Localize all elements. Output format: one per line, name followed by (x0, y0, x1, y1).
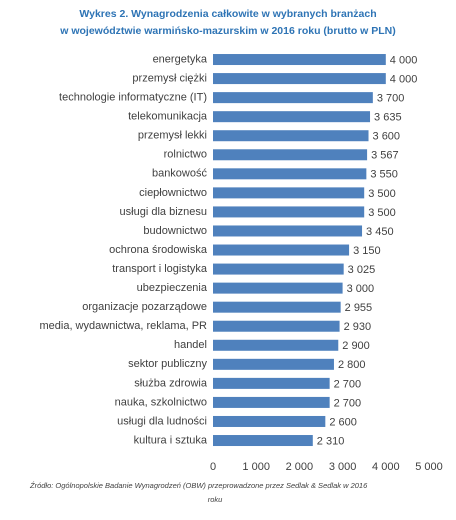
y-tick-label: technologie informatyczne (IT) (59, 92, 207, 104)
value-label: 2 900 (342, 340, 370, 352)
source-note: Źródło: Ogólnopolskie Badanie Wynagrodze… (29, 481, 368, 490)
bar (213, 225, 363, 237)
bar (213, 92, 373, 104)
value-label: 2 600 (329, 416, 357, 428)
chart-title: Wykres 2. Wynagrodzenia całkowite w wybr… (79, 8, 376, 20)
bar (213, 111, 371, 123)
value-label: 3 150 (353, 245, 381, 257)
y-tick-label: transport i logistyka (112, 263, 208, 275)
bar (213, 54, 386, 66)
value-label: 3 600 (373, 131, 401, 143)
y-tick-label: energetyka (153, 53, 208, 65)
bar (213, 168, 367, 180)
y-tick-label: przemysł ciężki (132, 72, 207, 84)
value-label: 3 500 (368, 188, 396, 200)
value-label: 3 450 (366, 226, 394, 238)
y-tick-label: telekomunikacja (128, 111, 208, 123)
y-tick-label: bankowość (152, 168, 208, 180)
bar (213, 415, 326, 427)
y-tick-label: rolnictwo (164, 149, 207, 161)
y-tick-label: budownictwo (143, 225, 207, 237)
x-tick-label: 1 000 (242, 461, 270, 473)
value-label: 2 700 (334, 378, 362, 390)
y-tick-label: usługi dla ludności (117, 415, 207, 427)
value-label: 4 000 (390, 54, 418, 66)
value-label: 3 500 (368, 207, 396, 219)
bar (213, 73, 386, 85)
bar (213, 149, 368, 161)
bar (213, 377, 330, 389)
y-tick-label: ubezpieczenia (137, 282, 208, 294)
y-tick-label: przemysł lekki (138, 130, 207, 142)
x-tick-label: 5 000 (415, 461, 443, 473)
y-tick-label: media, wydawnictwa, reklama, PR (39, 320, 207, 332)
y-tick-label: organizacje pozarządowe (82, 301, 207, 313)
value-label: 3 000 (347, 283, 375, 295)
value-label: 2 930 (344, 321, 372, 333)
value-label: 2 955 (345, 302, 373, 314)
y-tick-label: kultura i sztuka (134, 434, 208, 446)
bar (213, 320, 340, 332)
y-tick-label: sektor publiczny (128, 358, 207, 370)
y-tick-label: usługi dla biznesu (120, 206, 207, 218)
source-note: roku (208, 495, 223, 504)
y-tick-label: służba zdrowia (134, 377, 208, 389)
bar (213, 244, 350, 256)
value-label: 3 700 (377, 93, 405, 105)
bar (213, 282, 343, 294)
y-tick-label: nauka, szkolnictwo (115, 396, 207, 408)
x-tick-label: 2 000 (286, 461, 314, 473)
value-label: 2 700 (334, 397, 362, 409)
value-label: 3 025 (348, 264, 376, 276)
value-label: 3 567 (371, 150, 399, 162)
bar (213, 358, 334, 370)
value-label: 3 635 (374, 112, 402, 124)
bar (213, 396, 330, 408)
bar (213, 301, 341, 313)
y-tick-label: handel (174, 339, 207, 351)
value-label: 2 310 (317, 435, 345, 447)
x-tick-label: 4 000 (372, 461, 400, 473)
bar (213, 263, 344, 275)
chart-title: w województwie warmińsko-mazurskim w 201… (59, 25, 395, 37)
bar (213, 435, 313, 447)
x-tick-label: 0 (210, 461, 216, 473)
bar (213, 130, 369, 142)
bar (213, 206, 365, 218)
y-tick-label: ciepłownictwo (139, 187, 207, 199)
value-label: 4 000 (390, 73, 418, 85)
value-label: 2 800 (338, 359, 366, 371)
bar (213, 187, 365, 199)
bar (213, 339, 339, 351)
x-tick-label: 3 000 (329, 461, 357, 473)
value-label: 3 550 (370, 169, 398, 181)
y-tick-label: ochrona środowiska (109, 244, 208, 256)
